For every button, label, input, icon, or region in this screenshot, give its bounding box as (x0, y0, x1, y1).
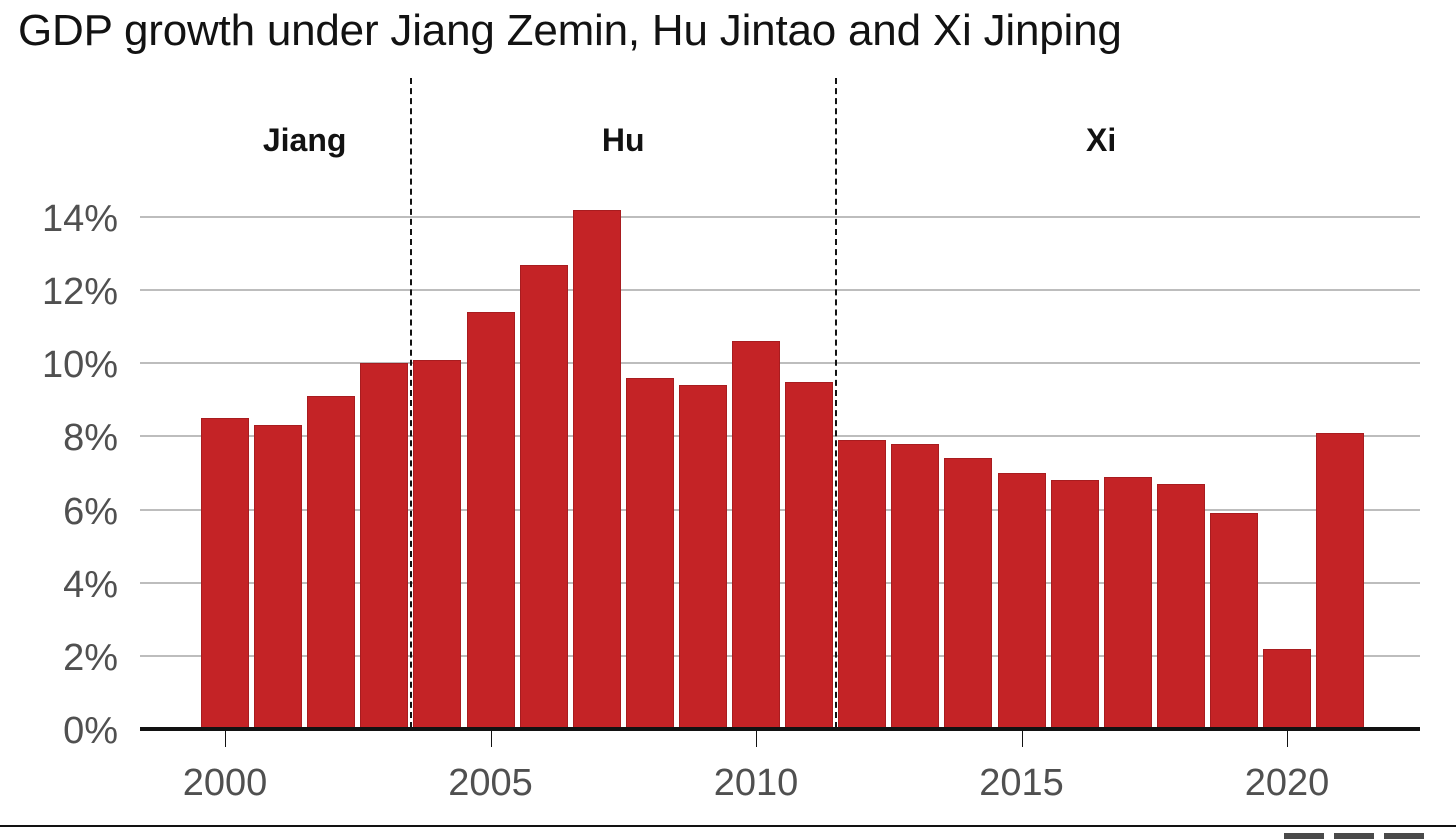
x-axis-label: 2015 (979, 762, 1064, 804)
x-axis-label: 2010 (713, 762, 799, 804)
y-axis-label: 8% (63, 417, 118, 460)
bar-2018 (1156, 483, 1205, 729)
y-axis-label: 4% (63, 563, 118, 606)
bar-2006 (519, 264, 568, 729)
era-label-xi: Xi (1086, 122, 1117, 158)
bar-2014 (944, 458, 993, 729)
bar-2017 (1103, 476, 1152, 729)
bar-2015 (997, 473, 1046, 729)
gridline (140, 289, 1420, 292)
x-tick-mark (1287, 731, 1288, 747)
x-axis-label: 2020 (1244, 762, 1330, 804)
x-tick-mark (756, 731, 757, 747)
y-axis-label: 12% (41, 271, 118, 314)
era-divider (834, 78, 837, 728)
y-axis-label: 10% (41, 344, 118, 387)
y-axis-label: 6% (63, 490, 118, 533)
x-tick-mark (1021, 731, 1023, 747)
y-axis-label: 2% (63, 636, 118, 679)
bar-2013 (891, 443, 940, 729)
footer-divider (0, 825, 1456, 827)
bar-2001 (254, 425, 303, 729)
bar-2016 (1050, 480, 1099, 729)
bar-2000 (201, 418, 249, 729)
bar-2011 (785, 381, 834, 729)
era-divider (409, 78, 412, 728)
bar-2004 (413, 359, 462, 729)
y-axis-label: 0% (63, 710, 118, 752)
gridline (140, 654, 1420, 657)
bar-2008 (625, 377, 674, 729)
bar-2007 (572, 209, 621, 729)
bar-2009 (678, 385, 727, 729)
gridline (140, 581, 1420, 584)
x-tick-mark (490, 731, 492, 747)
bar-2019 (1209, 513, 1258, 729)
era-label-hu: Hu (601, 122, 645, 158)
x-axis-label: 2000 (182, 762, 268, 804)
era-label-jiang: Jiang (262, 122, 347, 158)
x-axis-line (140, 727, 1420, 731)
gridline (140, 362, 1420, 365)
y-axis-label: 14% (41, 198, 118, 240)
bar-2020 (1263, 648, 1311, 729)
gridline (140, 508, 1420, 511)
bar-2003 (360, 363, 409, 729)
bar-2010 (732, 341, 780, 729)
bbc-logo-icon (1284, 833, 1424, 839)
bar-2021 (1316, 432, 1365, 729)
bar-2012 (838, 440, 887, 729)
gridline (140, 435, 1420, 438)
bar-2002 (307, 396, 356, 729)
x-tick-mark (225, 731, 226, 747)
gridline (140, 216, 1420, 218)
bar-2005 (466, 312, 515, 729)
x-axis-label: 2005 (448, 762, 533, 804)
chart-title: GDP growth under Jiang Zemin, Hu Jintao … (18, 6, 1122, 55)
